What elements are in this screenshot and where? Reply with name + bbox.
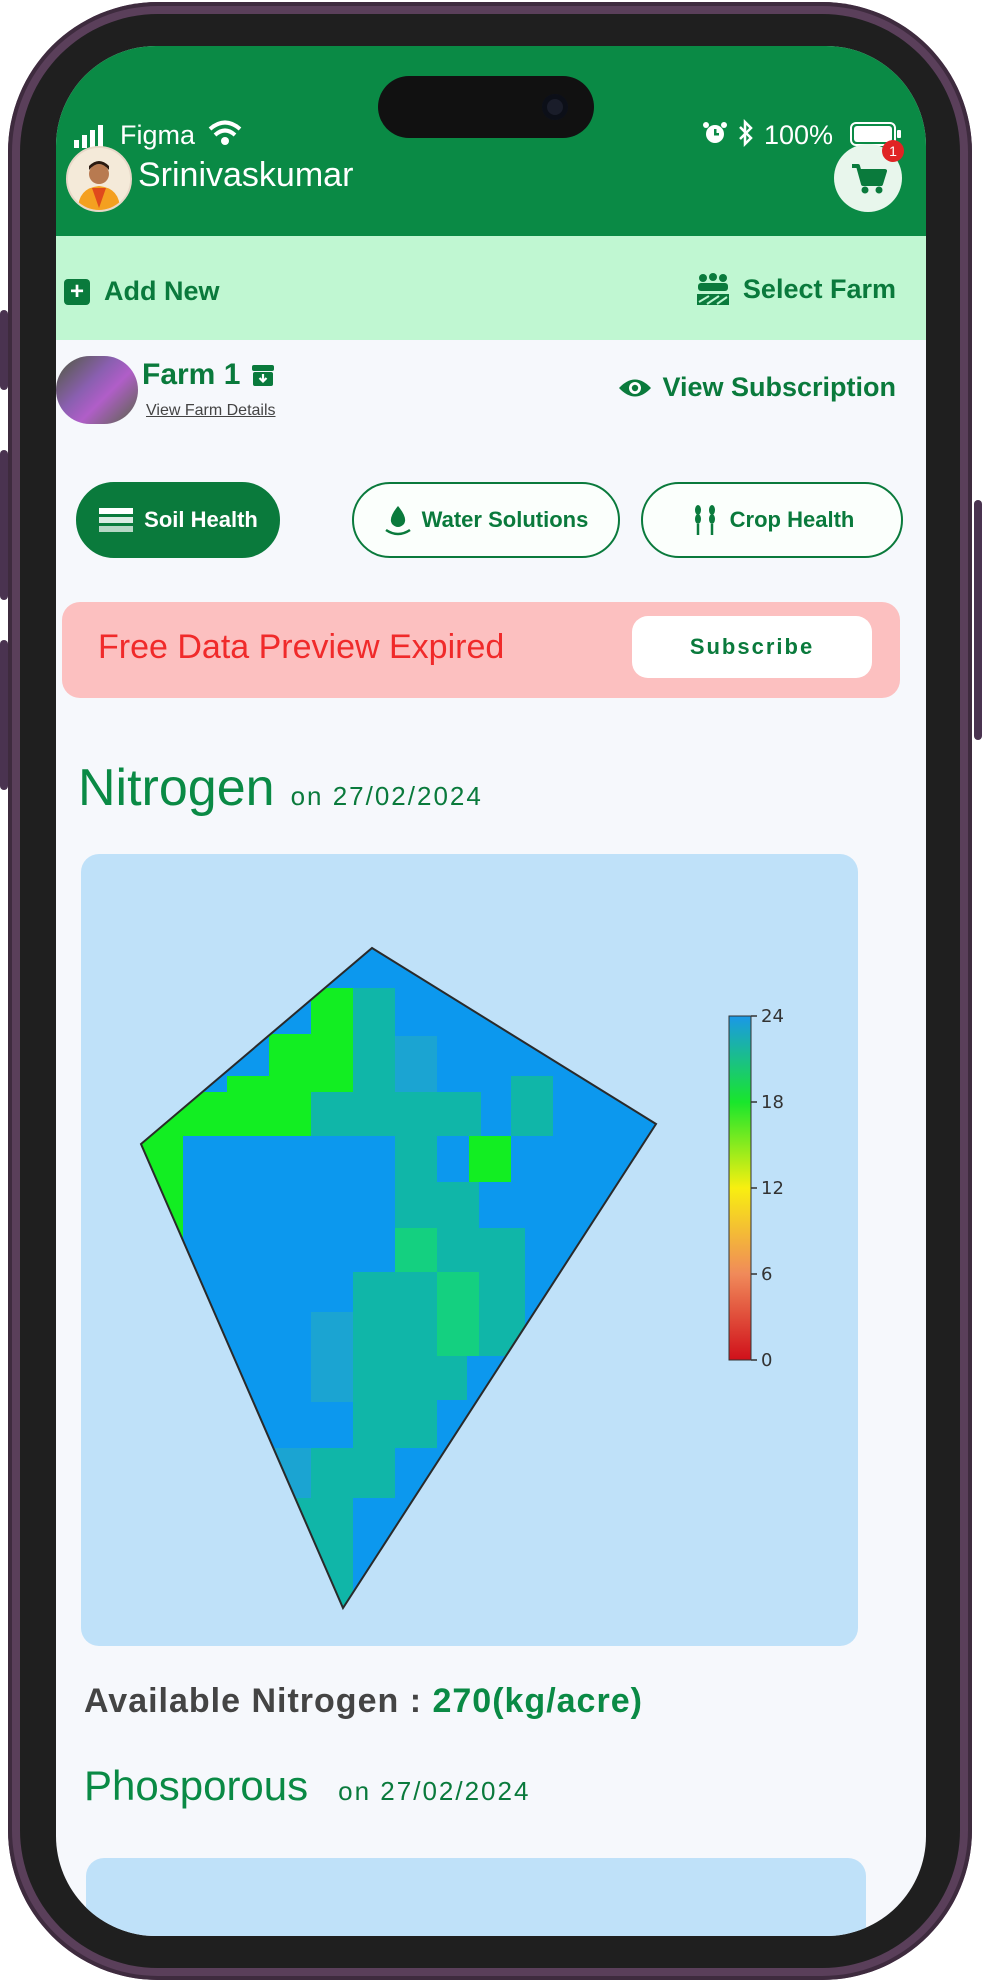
battery-percent: 100% <box>764 120 834 150</box>
available-nitrogen: Available Nitrogen : 270(kg/acre) <box>84 1682 643 1721</box>
farm-name: Farm 1 <box>142 358 241 391</box>
user-avatar[interactable] <box>66 146 132 212</box>
available-nitrogen-label: Available Nitrogen : <box>84 1682 433 1720</box>
colorbar-tick-18: 18 <box>761 1092 784 1113</box>
carrier-label: Figma <box>120 120 196 150</box>
phosphorous-heading: Phosporous on 27/02/2024 <box>84 1762 530 1810</box>
tab-soil-health[interactable]: Soil Health <box>76 482 280 558</box>
view-subscription-button[interactable]: View Subscription <box>618 372 896 403</box>
phone-volume-up <box>0 450 8 600</box>
nitrogen-title: Nitrogen <box>78 759 275 817</box>
plus-icon: + <box>64 278 90 305</box>
add-new-button[interactable]: + Add New <box>64 276 220 307</box>
colorbar-tick-0: 0 <box>761 1350 772 1371</box>
phone-mute-button <box>0 310 8 390</box>
colorbar-tick-12: 12 <box>761 1178 784 1199</box>
phosphorous-title: Phosporous <box>84 1762 309 1809</box>
phone-volume-down <box>0 640 8 790</box>
phosphorous-date: on 27/02/2024 <box>338 1776 531 1806</box>
signal-icon <box>74 124 106 153</box>
nitrogen-heading: Nitrogen on 27/02/2024 <box>78 758 483 818</box>
select-farm-label: Select Farm <box>742 273 896 304</box>
soil-layers-icon <box>99 508 134 532</box>
farm-group-icon <box>696 273 729 305</box>
add-new-label: Add New <box>104 276 220 306</box>
tab-crop-health-label: Crop Health <box>729 507 855 532</box>
colorbar-tick-24: 24 <box>761 1006 784 1027</box>
phosphorous-map-card <box>86 1858 866 1936</box>
tab-water-solutions[interactable]: Water Solutions <box>352 482 620 558</box>
username: Srinivaskumar <box>138 156 354 194</box>
colorbar-tick-6: 6 <box>761 1264 772 1285</box>
farm-thumbnail[interactable] <box>56 356 138 424</box>
colorbar <box>728 1015 752 1361</box>
tab-water-solutions-label: Water Solutions <box>421 507 589 532</box>
cart-icon <box>852 164 887 194</box>
select-farm-button[interactable]: Select Farm <box>695 272 896 306</box>
phone-power-button <box>974 500 982 740</box>
nitrogen-heatmap: 24 18 12 6 0 <box>139 946 784 1611</box>
eye-icon <box>619 379 652 396</box>
wheat-icon <box>694 505 715 535</box>
cart-count-badge: 1 <box>882 140 904 162</box>
bluetooth-icon <box>737 118 755 152</box>
nitrogen-map-card: 24 18 12 6 0 <box>81 854 858 1646</box>
alarm-icon <box>702 120 728 151</box>
available-nitrogen-value: 270(kg/acre) <box>432 1682 643 1720</box>
nitrogen-date: on 27/02/2024 <box>290 781 483 811</box>
preview-expired-message: Free Data Preview Expired <box>98 628 505 666</box>
camera-icon <box>542 94 568 120</box>
archive-icon <box>252 365 275 386</box>
wifi-icon <box>208 120 242 151</box>
app-screen: Figma 100% Srinivaskumar 1 + Add New Sel… <box>56 46 926 1936</box>
water-drop-icon <box>384 506 411 536</box>
subscribe-button[interactable]: Subscribe <box>632 616 872 678</box>
tab-crop-health[interactable]: Crop Health <box>641 482 903 558</box>
view-subscription-label: View Subscription <box>662 372 896 402</box>
action-bar <box>56 236 926 340</box>
view-farm-details-link[interactable]: View Farm Details <box>146 402 276 419</box>
tab-soil-health-label: Soil Health <box>144 507 258 532</box>
farm-name-row[interactable]: Farm 1 <box>142 358 276 392</box>
